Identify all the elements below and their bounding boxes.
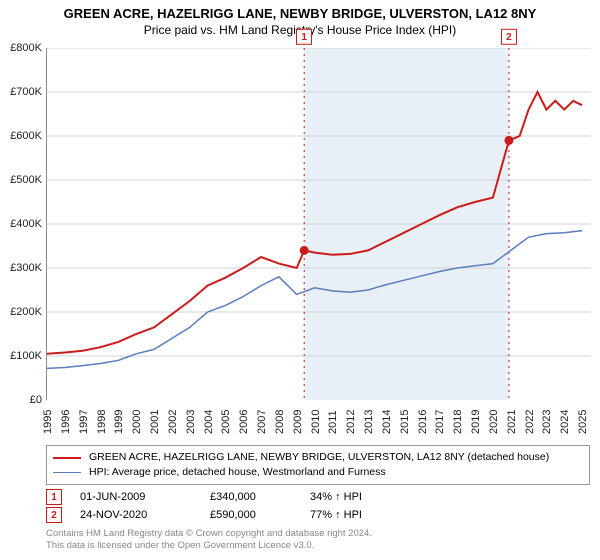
footer-line: This data is licensed under the Open Gov… <box>46 540 590 552</box>
footer-line: Contains HM Land Registry data © Crown c… <box>46 528 590 540</box>
y-tick-label: £600K <box>10 130 42 142</box>
legend-label-hpi: HPI: Average price, detached house, West… <box>89 465 386 480</box>
sale-row: 1 01-JUN-2009 £340,000 34% ↑ HPI <box>46 488 590 506</box>
x-tick-label: 2008 <box>274 410 286 434</box>
x-tick-label: 2012 <box>345 410 357 434</box>
sale-diff: 34% ↑ HPI <box>310 491 590 503</box>
plot-area: 12 <box>46 48 590 400</box>
legend-swatch-hpi <box>53 472 81 473</box>
y-axis-ticks: £0£100K£200K£300K£400K£500K£600K£700K£80… <box>0 48 44 400</box>
x-axis-ticks: 1995199619971998199920002001200220032004… <box>46 400 590 440</box>
x-tick-label: 2005 <box>220 410 232 434</box>
legend-item-property: GREEN ACRE, HAZELRIGG LANE, NEWBY BRIDGE… <box>53 450 583 465</box>
sales-list: 1 01-JUN-2009 £340,000 34% ↑ HPI 2 24-NO… <box>46 488 590 524</box>
x-tick-label: 2022 <box>524 410 536 434</box>
plot-svg <box>47 48 591 400</box>
y-tick-label: £400K <box>10 218 42 230</box>
sale-marker-flag: 1 <box>296 29 312 45</box>
x-tick-label: 2006 <box>238 410 250 434</box>
sale-marker-icon: 2 <box>46 507 62 523</box>
x-tick-label: 2014 <box>381 410 393 434</box>
x-tick-label: 2015 <box>399 410 411 434</box>
x-tick-label: 2024 <box>559 410 571 434</box>
chart-container: GREEN ACRE, HAZELRIGG LANE, NEWBY BRIDGE… <box>0 0 600 560</box>
y-tick-label: £100K <box>10 350 42 362</box>
y-tick-label: £700K <box>10 86 42 98</box>
y-tick-label: £800K <box>10 42 42 54</box>
legend-label-property: GREEN ACRE, HAZELRIGG LANE, NEWBY BRIDGE… <box>89 450 549 465</box>
x-tick-label: 2011 <box>327 410 339 434</box>
y-tick-label: £300K <box>10 262 42 274</box>
x-tick-label: 2025 <box>577 410 589 434</box>
x-tick-label: 2000 <box>131 410 143 434</box>
x-tick-label: 2019 <box>470 410 482 434</box>
y-tick-label: £0 <box>30 394 42 406</box>
x-tick-label: 2007 <box>256 410 268 434</box>
legend: GREEN ACRE, HAZELRIGG LANE, NEWBY BRIDGE… <box>46 445 590 485</box>
x-tick-label: 1995 <box>42 410 54 434</box>
sale-marker-icon: 1 <box>46 489 62 505</box>
x-tick-label: 2021 <box>506 410 518 434</box>
legend-item-hpi: HPI: Average price, detached house, West… <box>53 465 583 480</box>
sale-price: £590,000 <box>210 509 310 521</box>
x-tick-label: 2001 <box>149 410 161 434</box>
x-tick-label: 2016 <box>417 410 429 434</box>
x-tick-label: 2004 <box>203 410 215 434</box>
legend-swatch-property <box>53 457 81 459</box>
sale-diff: 77% ↑ HPI <box>310 509 590 521</box>
sale-price: £340,000 <box>210 491 310 503</box>
x-tick-label: 2010 <box>310 410 322 434</box>
x-tick-label: 2020 <box>488 410 500 434</box>
x-tick-label: 2003 <box>185 410 197 434</box>
footer: Contains HM Land Registry data © Crown c… <box>46 528 590 552</box>
x-tick-label: 2009 <box>292 410 304 434</box>
x-tick-label: 2002 <box>167 410 179 434</box>
y-tick-label: £200K <box>10 306 42 318</box>
y-tick-label: £500K <box>10 174 42 186</box>
x-tick-label: 2018 <box>452 410 464 434</box>
x-tick-label: 2013 <box>363 410 375 434</box>
sale-row: 2 24-NOV-2020 £590,000 77% ↑ HPI <box>46 506 590 524</box>
sale-date: 24-NOV-2020 <box>80 509 210 521</box>
sale-marker-flag: 2 <box>501 29 517 45</box>
x-tick-label: 1996 <box>60 410 72 434</box>
x-tick-label: 1998 <box>96 410 108 434</box>
x-tick-label: 1999 <box>113 410 125 434</box>
x-tick-label: 2017 <box>434 410 446 434</box>
x-tick-label: 1997 <box>78 410 90 434</box>
sale-date: 01-JUN-2009 <box>80 491 210 503</box>
x-tick-label: 2023 <box>541 410 553 434</box>
chart-title: GREEN ACRE, HAZELRIGG LANE, NEWBY BRIDGE… <box>0 0 600 21</box>
